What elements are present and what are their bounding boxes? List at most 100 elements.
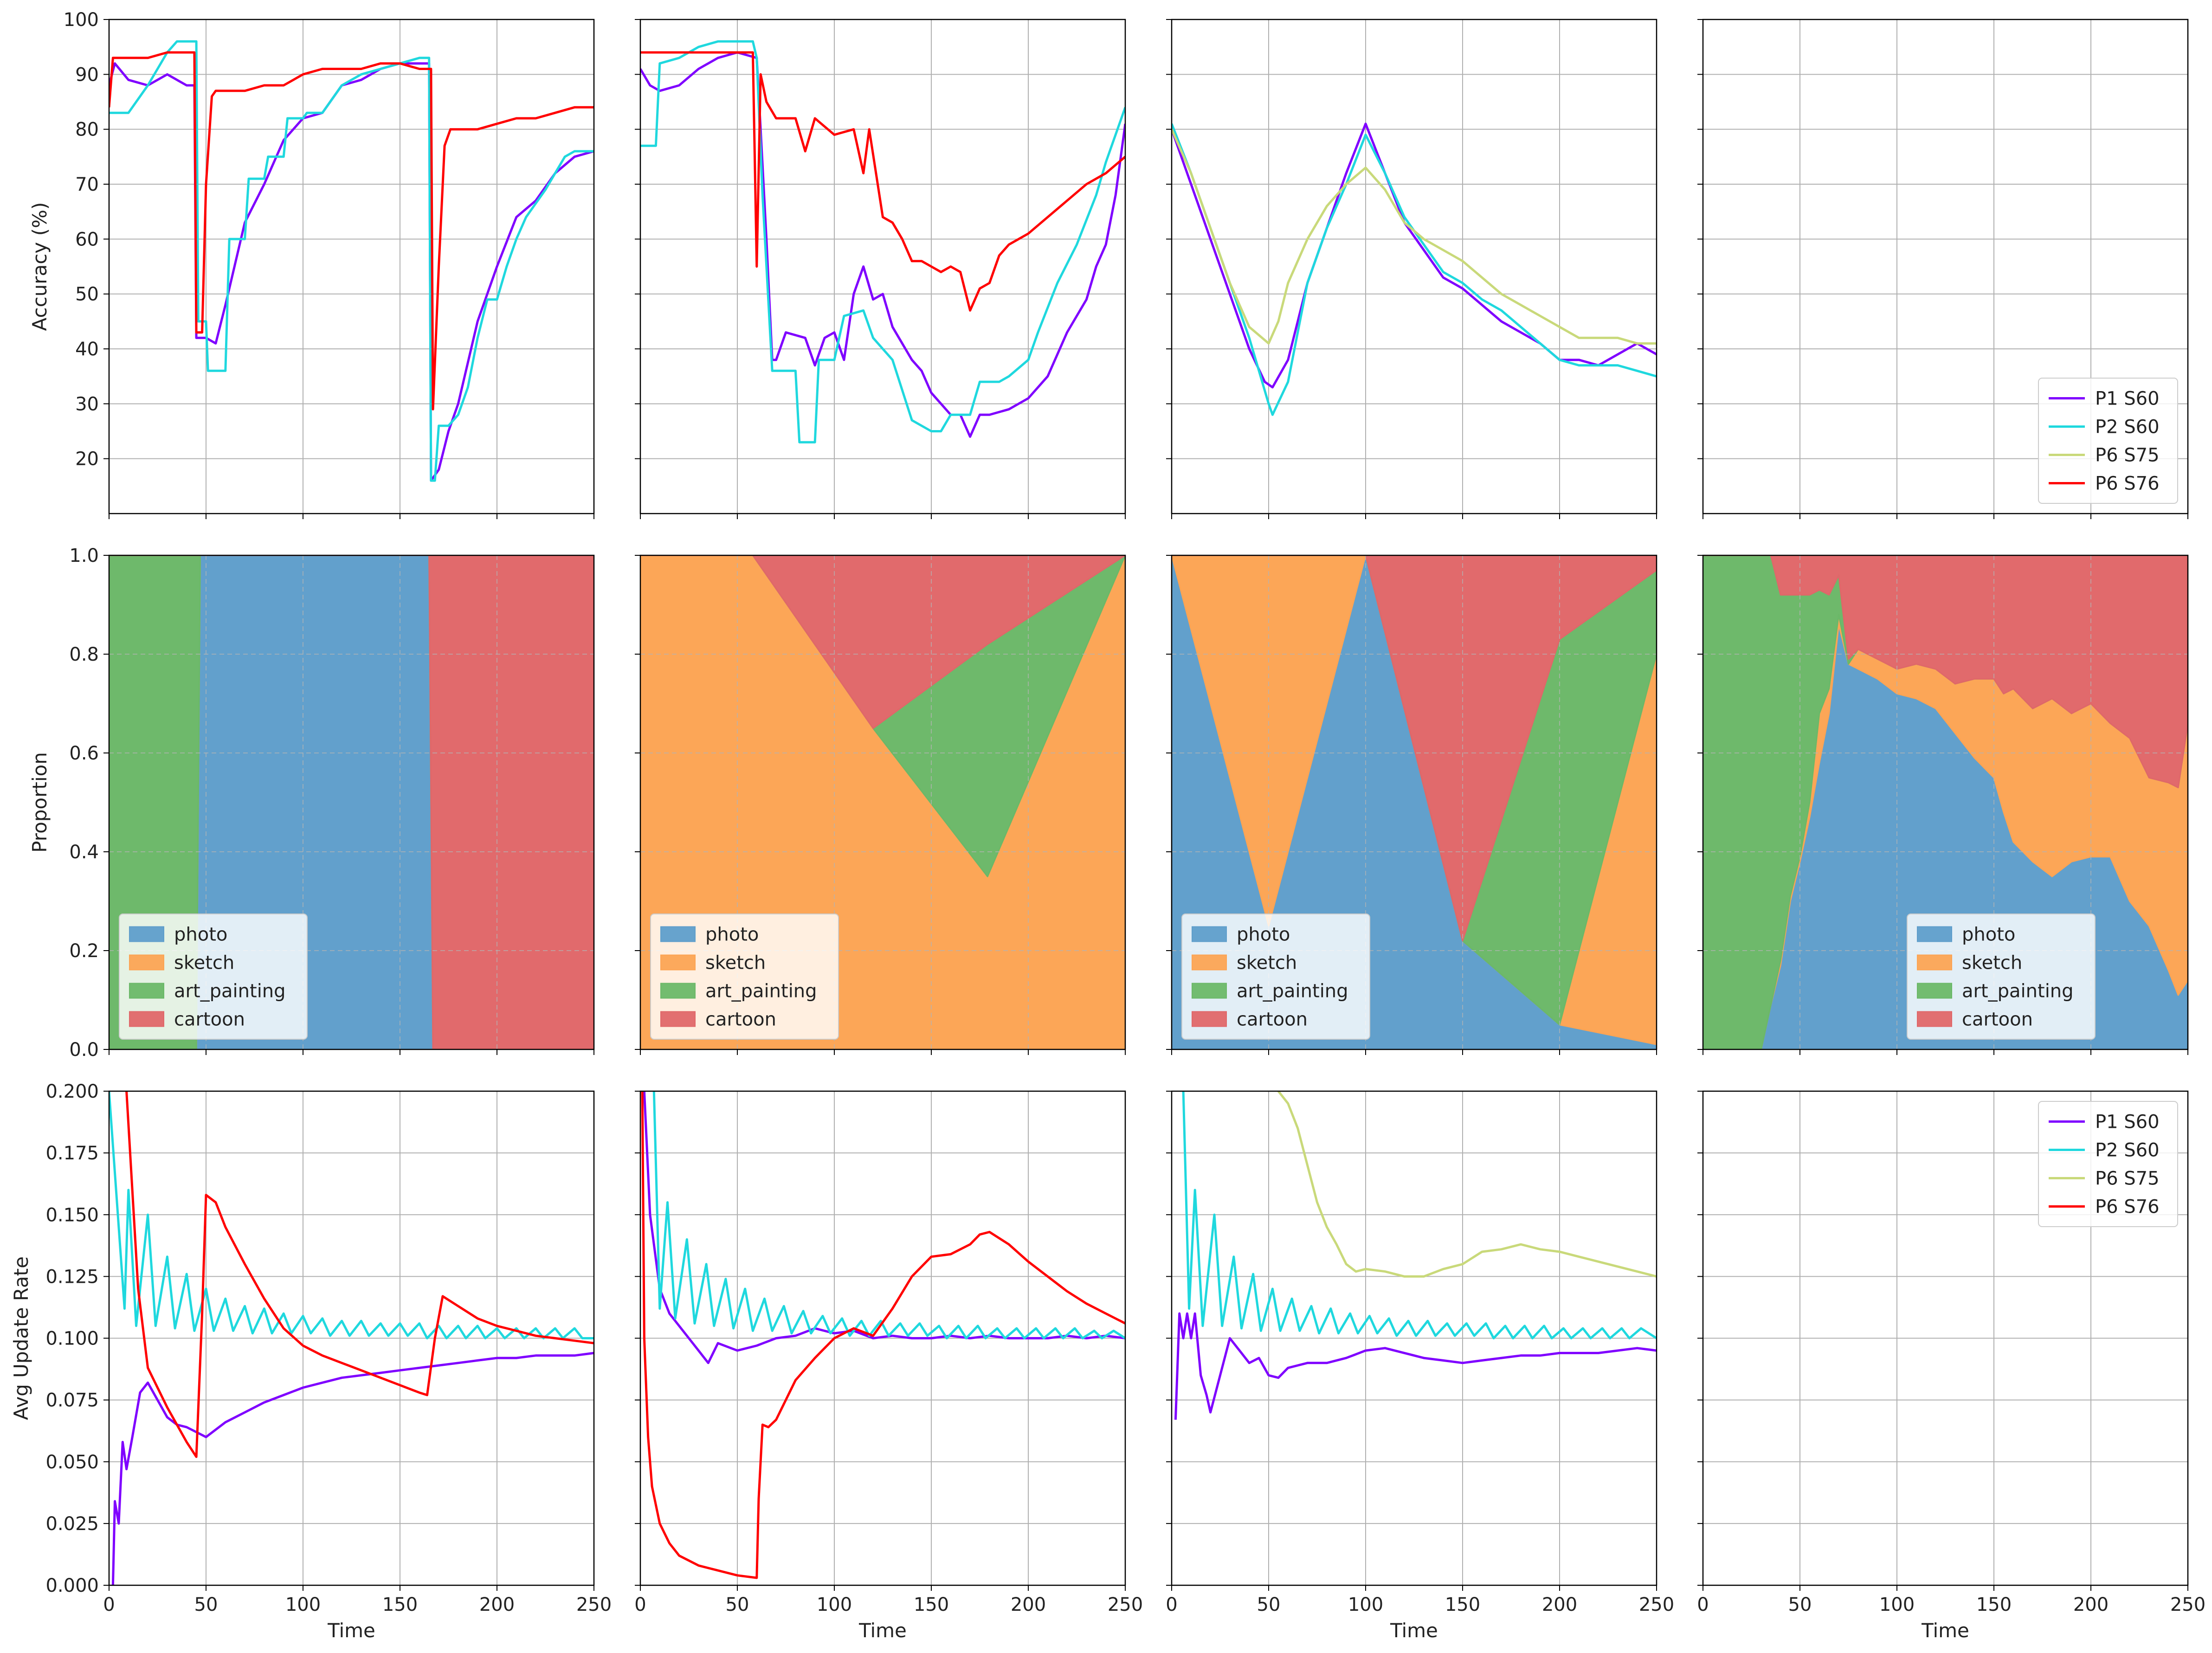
legend-frame — [1181, 913, 1370, 1040]
x-axis-label: Time — [1921, 1619, 1969, 1642]
line-P2-S60 — [1172, 123, 1657, 416]
panel-r3c3: 0 50 100 150 200 250 Time — [1166, 1090, 1674, 1642]
axes-frame — [108, 554, 595, 1050]
x-tick-label: 0 — [634, 1594, 646, 1615]
ticks — [1166, 19, 1657, 519]
axes-frame — [1702, 554, 2189, 1050]
legend-label: P1 S60 — [2095, 388, 2160, 410]
panel-r3c4: 0 50 100 150 200 250 Time P1 S60 P2 S60 P6 S75 P6 … — [1697, 1090, 2206, 1642]
legend-label: cartoon — [1962, 1009, 2033, 1030]
line-P6-S76 — [640, 51, 1125, 312]
x-tick-label: 50 — [194, 1594, 218, 1615]
legend-swatch-photo — [1192, 926, 1227, 942]
line-P6-S75 — [1277, 1091, 1657, 1278]
legend-swatch-cartoon — [1917, 1011, 1952, 1027]
x-tick-label: 250 — [1639, 1594, 1674, 1615]
x-tick-label: 200 — [1011, 1594, 1046, 1615]
line-P2-S60 — [640, 40, 1125, 444]
plot-area — [1172, 19, 1657, 514]
x-tick-label: 100 — [285, 1594, 321, 1615]
panel-r1c3 — [1166, 19, 1657, 519]
x-tick-label: 150 — [382, 1594, 418, 1615]
legend-swatch-art_painting — [1917, 983, 1952, 999]
series-lines — [109, 40, 594, 482]
y-tick-label: 0.175 — [45, 1143, 99, 1164]
ticks: 0 50 100 150 200 250 — [634, 1091, 1143, 1615]
x-axis-label: Time — [1390, 1619, 1438, 1642]
legend-frame — [2038, 378, 2178, 504]
x-axis-label: Time — [858, 1619, 907, 1642]
line-P6-S75 — [1172, 129, 1657, 345]
area-cartoon — [109, 555, 594, 1049]
panel-r2c1: 0.0 0.2 0.4 0.6 0.8 1.0 Proportion photo sketch a… — [28, 545, 595, 1061]
axes-frame — [639, 19, 1126, 515]
ticks — [635, 555, 1126, 1055]
ticks: 0 50 100 150 200 250 — [1697, 1091, 2206, 1615]
legend-label: art_painting — [1237, 981, 1348, 1002]
x-tick-label: 0 — [1166, 1594, 1177, 1615]
legend-label: P2 S60 — [2095, 417, 2160, 438]
y-tick-label: 0.025 — [45, 1513, 99, 1535]
y-tick-label: 60 — [75, 229, 99, 250]
legend-r3c4: P1 S60 P2 S60 P6 S75 P6 S76 — [2038, 1101, 2178, 1227]
legend-frame — [2038, 1101, 2178, 1227]
x-tick-label: 0 — [103, 1594, 115, 1615]
legend-swatch-cartoon — [1192, 1011, 1227, 1027]
x-tick-label: 200 — [2073, 1594, 2109, 1615]
x-tick-label: 150 — [1976, 1594, 2012, 1615]
legend-label: P6 S75 — [2095, 1168, 2160, 1190]
grid — [1172, 19, 1657, 514]
ticks: 0.0 0.2 0.4 0.6 0.8 1.0 — [69, 545, 594, 1061]
panel-r3c2: 0 50 100 150 200 250 Time — [634, 1090, 1143, 1642]
grid — [109, 1091, 594, 1585]
series-lines — [1172, 122, 1657, 416]
legend-swatch-art_painting — [660, 983, 696, 999]
legend-label: cartoon — [1237, 1009, 1308, 1030]
ticks — [635, 19, 1126, 519]
y-tick-label: 0.2 — [69, 940, 99, 962]
legend-swatch-sketch — [1917, 954, 1952, 971]
ticks — [1697, 19, 2188, 519]
area-cartoon — [1172, 555, 1657, 942]
legend-label: art_painting — [705, 981, 817, 1002]
series-lines — [640, 40, 1125, 444]
axes-frame — [639, 554, 1126, 1050]
legend-swatch-cartoon — [129, 1011, 164, 1027]
legend-label: photo — [705, 924, 759, 945]
line-P6-S76 — [641, 1091, 1125, 1579]
legend-label: photo — [1237, 924, 1290, 945]
line-P2-S60 — [109, 1091, 594, 1339]
ticks — [1697, 555, 2188, 1055]
axes-frame — [1702, 19, 2189, 515]
x-tick-label: 100 — [817, 1594, 852, 1615]
legend-label: P2 S60 — [2095, 1140, 2160, 1161]
x-tick-label: 50 — [1257, 1594, 1281, 1615]
area-cartoon — [640, 555, 1125, 729]
legend-swatch-photo — [660, 926, 696, 942]
line-P2-S60 — [109, 40, 594, 482]
line-P1-S60 — [111, 1351, 594, 1585]
y-axis-label: Accuracy (%) — [28, 202, 51, 331]
plot-area — [109, 19, 594, 514]
ticks: 0 50 100 150 200 250 — [1166, 1091, 1674, 1615]
legend-swatch-cartoon — [660, 1011, 696, 1027]
y-tick-label: 0.6 — [69, 743, 99, 764]
legend-label: photo — [174, 924, 227, 945]
legend-swatch-sketch — [660, 954, 696, 971]
panel-r3c1: 0 50 100 150 200 250 0.000 0.025 0.050 0.075 0.100… — [10, 1081, 612, 1642]
ticks: 20 30 40 50 60 70 80 90 100 — [64, 9, 594, 519]
line-P2-S60 — [1182, 1091, 1657, 1339]
y-axis-label: Proportion — [28, 752, 51, 853]
x-tick-label: 100 — [1348, 1594, 1383, 1615]
legend-label: photo — [1962, 924, 2015, 945]
legend-label: art_painting — [1962, 981, 2074, 1002]
ticks — [1166, 555, 1657, 1055]
panel-r1c1: 20 30 40 50 60 70 80 90 100 Accuracy (%) — [28, 9, 595, 519]
legend-swatch-sketch — [129, 954, 164, 971]
line-P1-S60 — [1174, 1312, 1657, 1420]
line-P6-S76 — [125, 1091, 594, 1458]
legend-swatch-sketch — [1192, 954, 1227, 971]
